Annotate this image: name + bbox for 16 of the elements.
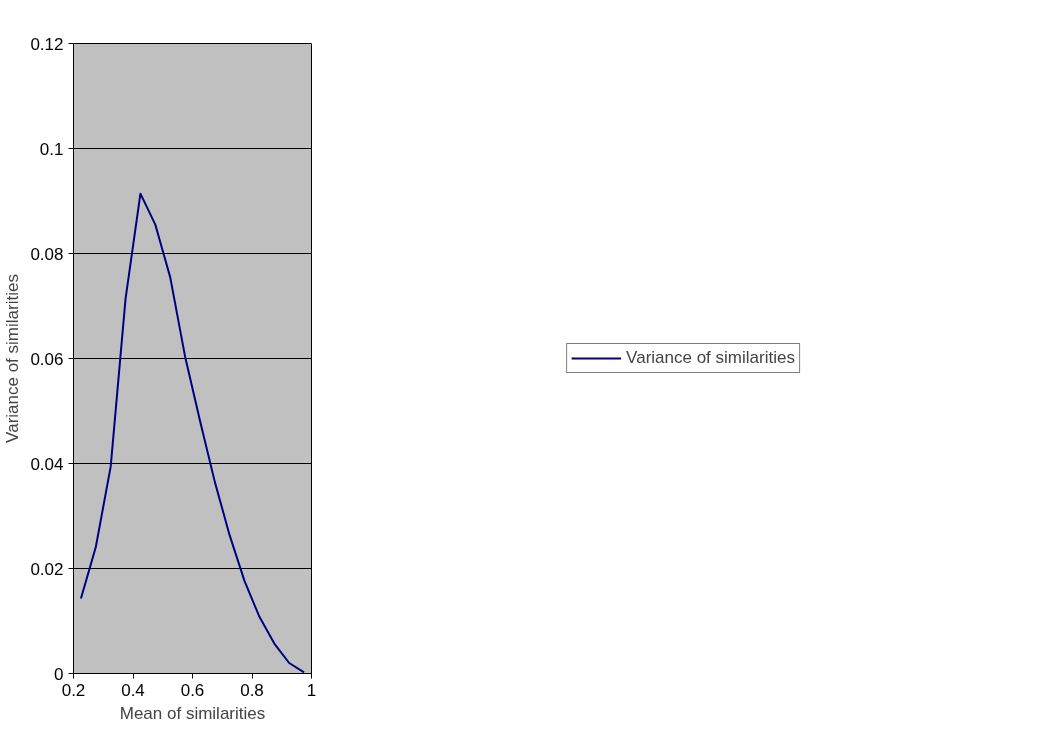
x-tick-label: 0.6	[180, 680, 205, 700]
y-tick-label: 0.04	[30, 454, 64, 474]
y-tick-label: 0	[54, 664, 64, 684]
y-tick-label: 0.06	[30, 349, 64, 369]
x-tick-label: 0.4	[121, 680, 145, 700]
x-tick-label: 0.2	[61, 680, 86, 700]
y-tick-label: 0.02	[30, 559, 64, 579]
legend-label: Variance of similarities	[626, 348, 795, 368]
line-series	[79, 192, 306, 674]
y-tick-label: 0.12	[30, 34, 64, 54]
x-axis-title: Mean of similarities	[119, 703, 266, 723]
y-axis-title: Variance of similarities	[3, 274, 23, 443]
x-tick-label: 1	[306, 680, 317, 700]
x-tick-label: 0.8	[240, 680, 264, 700]
y-tick-label: 0.08	[30, 244, 64, 264]
y-tick-label: 0.1	[39, 139, 64, 159]
